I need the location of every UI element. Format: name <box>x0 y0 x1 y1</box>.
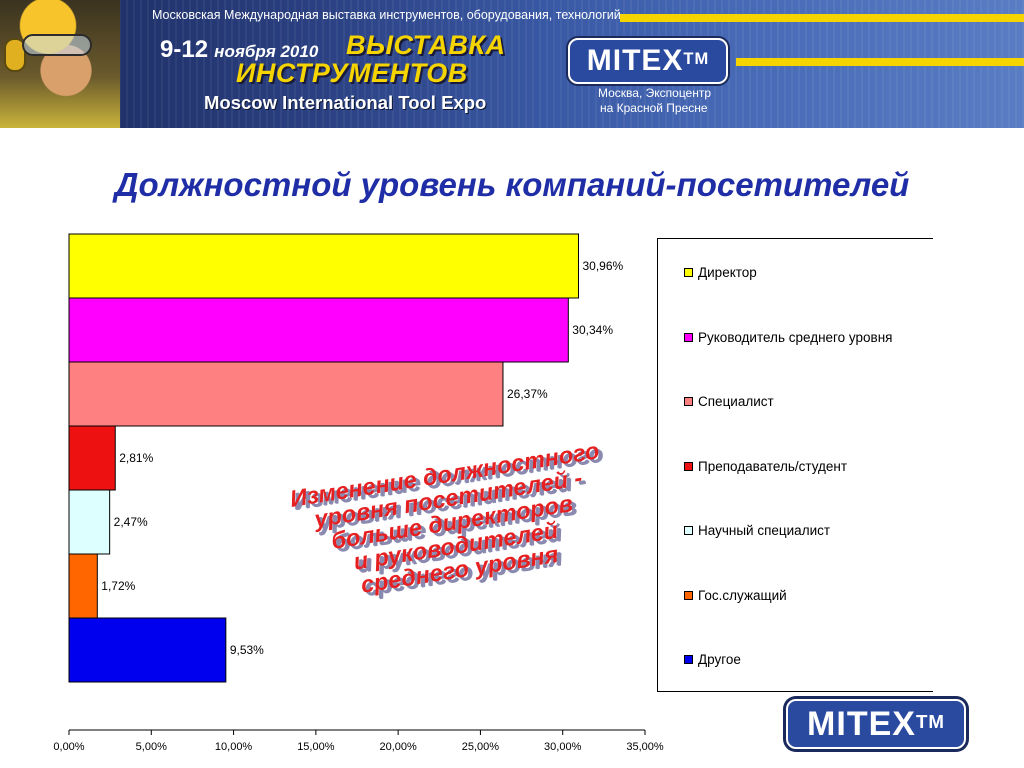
legend-swatch-3 <box>684 461 693 471</box>
bar-1 <box>68 297 569 363</box>
x-tick-label-3: 15,00% <box>297 741 335 753</box>
legend-label-1: Руководитель среднего уровня <box>698 329 893 345</box>
banner-mitex-logo: MITEXTM <box>568 38 728 84</box>
banner-yellow-band-middle <box>736 58 1024 66</box>
banner-logo-tm: TM <box>683 50 710 68</box>
bar-5 <box>68 553 98 619</box>
bar-value-label-0: 30,96% <box>583 259 624 273</box>
legend-swatch-2 <box>684 397 693 406</box>
bar-value-label-1: 30,34% <box>572 323 613 337</box>
legend-item-1: Руководитель среднего уровня <box>684 330 892 345</box>
x-tick-label-1: 5,00% <box>136 741 167 753</box>
bar-4 <box>68 489 111 555</box>
bar-value-label-6: 9,53% <box>230 643 264 657</box>
legend-item-0: Директор <box>684 265 757 280</box>
earmuff-shape <box>4 38 26 72</box>
goggles-shape <box>22 34 92 56</box>
header-banner: Московская Международная выставка инстру… <box>0 0 1024 128</box>
banner-english-name: Moscow International Tool Expo <box>204 92 487 113</box>
banner-dates: 9-12 ноября 2010 <box>160 36 318 64</box>
legend-item-3: Преподаватель/студент <box>684 459 847 474</box>
legend-item-6: Другое <box>684 652 741 667</box>
legend-label-5: Гос.служащий <box>698 587 787 603</box>
bar-0 <box>68 233 580 299</box>
legend-label-6: Другое <box>698 652 741 667</box>
legend-swatch-4 <box>684 526 693 535</box>
bar-2 <box>68 361 504 427</box>
footer-logo-text: MITEX <box>807 705 916 743</box>
banner-headline-1: ВЫСТАВКА <box>346 30 506 60</box>
page-title: Должностной уровень компаний-посетителей <box>114 166 910 203</box>
x-tick-label-5: 25,00% <box>462 741 500 753</box>
legend-item-5: Гос.служащий <box>684 588 787 603</box>
legend-label-4: Научный специалист <box>698 523 831 538</box>
banner-venue-line-1: Москва, Экспоцентр <box>598 86 712 100</box>
x-tick-label-0: 0,00% <box>53 741 84 753</box>
legend-swatch-1 <box>684 332 693 342</box>
legend-swatch-0 <box>684 268 693 277</box>
legend-label-3: Преподаватель/студент <box>698 458 848 474</box>
banner-yellow-band-top <box>620 14 1024 22</box>
bar-3 <box>68 425 116 491</box>
footer-mitex-logo: MITEXTM <box>786 699 966 749</box>
bar-value-label-5: 1,72% <box>101 579 135 593</box>
legend-label-0: Директор <box>698 265 757 280</box>
banner-dates-days: 9-12 <box>160 36 209 63</box>
bar-6 <box>68 617 227 683</box>
x-tick-label-6: 30,00% <box>544 741 582 753</box>
legend-label-2: Специалист <box>698 394 774 409</box>
legend-swatch-6 <box>684 655 693 664</box>
legend-item-4: Научный специалист <box>684 523 830 538</box>
bar-value-label-3: 2,81% <box>119 451 153 465</box>
legend-swatch-5 <box>684 590 693 600</box>
chart-legend: Директор Руководитель среднего уровня Спец… <box>657 238 933 692</box>
banner-headline-2: ИНСТРУМЕНТОВ <box>236 58 468 88</box>
legend-item-2: Специалист <box>684 394 774 409</box>
banner-subtitle: Московская Международная выставка инстру… <box>152 8 621 22</box>
x-tick-label-2: 10,00% <box>215 741 253 753</box>
bar-value-label-4: 2,47% <box>114 515 148 529</box>
banner-logo-text: MITEX <box>586 44 684 77</box>
bar-value-label-2: 26,37% <box>507 387 548 401</box>
x-tick-label-4: 20,00% <box>379 741 417 753</box>
footer-logo-tm: TM <box>915 711 945 732</box>
x-tick-label-7: 35,00% <box>626 741 664 753</box>
worker-photo <box>0 0 120 128</box>
banner-dates-month: ноября 2010 <box>214 42 319 61</box>
banner-venue-line-2: на Красной Пресне <box>600 101 708 115</box>
